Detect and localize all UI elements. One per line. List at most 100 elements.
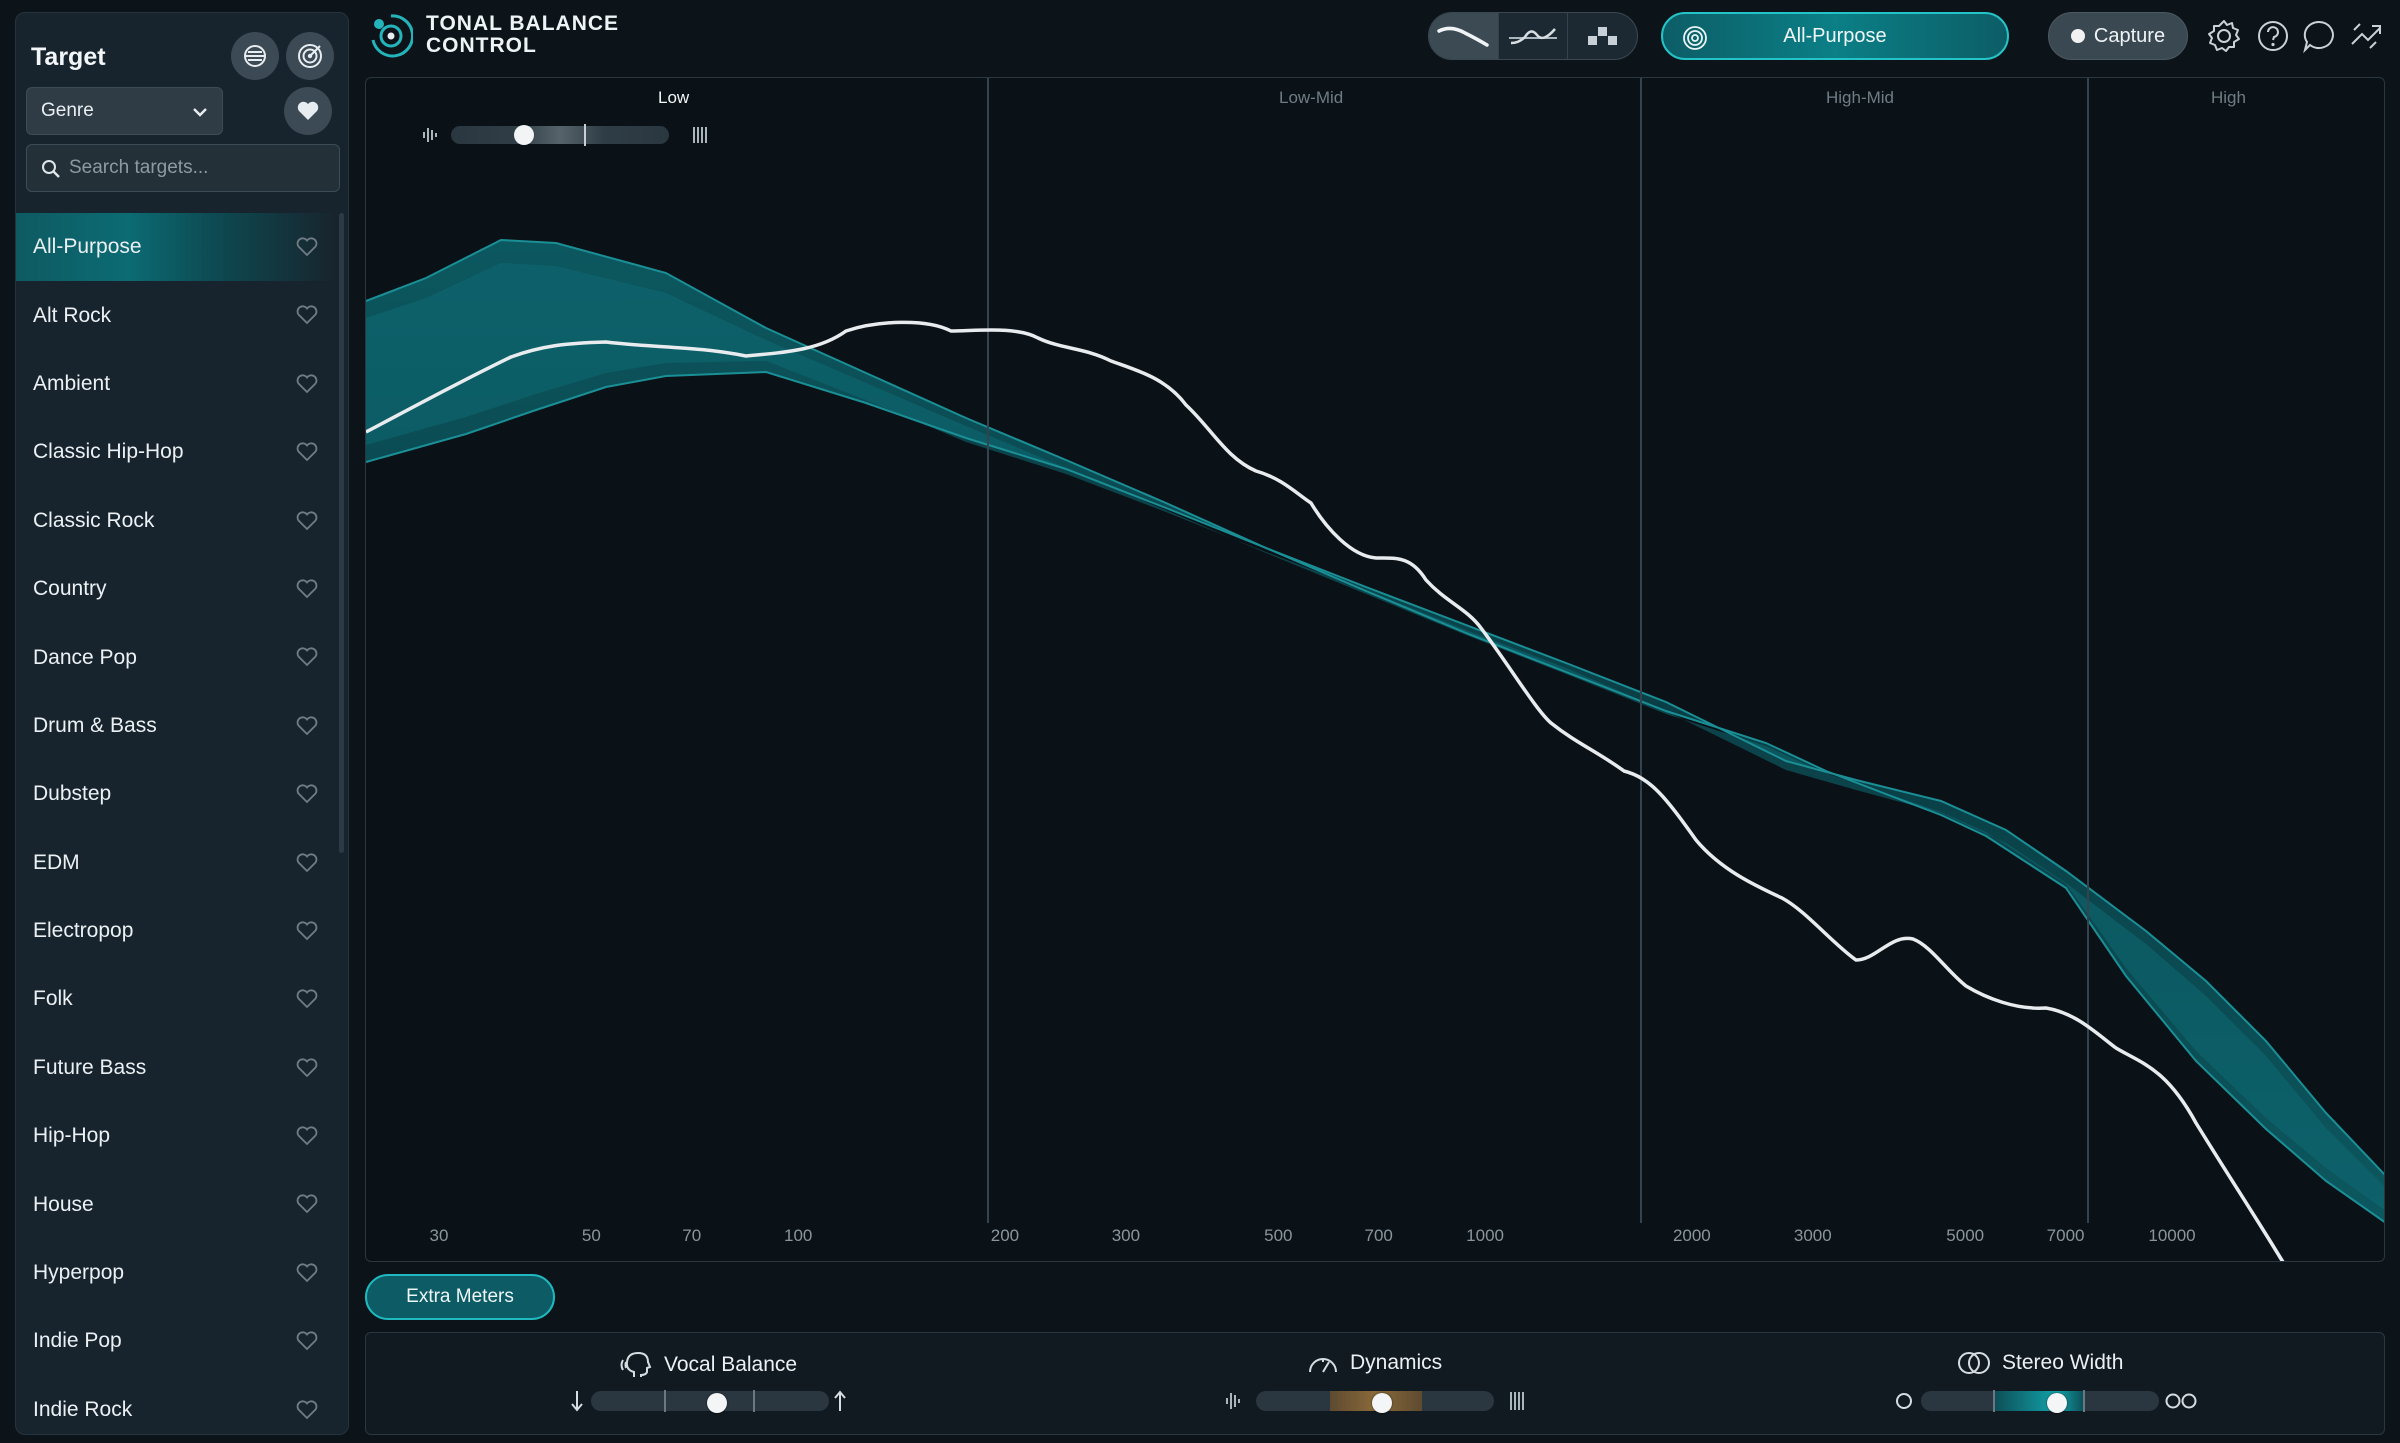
frequency-tick-label: 200 bbox=[990, 1226, 1020, 1245]
target-item-label: Hip-Hop bbox=[33, 1124, 111, 1148]
fine-view-button[interactable] bbox=[1499, 13, 1569, 59]
favorite-heart-icon[interactable] bbox=[295, 852, 319, 874]
target-item[interactable]: Drum & Bass bbox=[16, 692, 336, 760]
frequency-tick-label: 7000 bbox=[2046, 1226, 2085, 1245]
frequency-tick-label: 100 bbox=[783, 1226, 813, 1245]
favorite-heart-icon[interactable] bbox=[295, 715, 319, 737]
band-label-low-mid[interactable]: Low-Mid bbox=[1279, 88, 1344, 107]
favorite-heart-icon[interactable] bbox=[295, 1262, 319, 1284]
target-item[interactable]: House bbox=[16, 1170, 336, 1238]
target-item[interactable]: Alt Rock bbox=[16, 281, 336, 349]
target-item[interactable]: Indie Pop bbox=[16, 1307, 336, 1375]
broadband-view-button[interactable] bbox=[1429, 13, 1499, 59]
settings-icon[interactable] bbox=[2206, 18, 2242, 54]
extra-meters-button[interactable]: Extra Meters bbox=[365, 1274, 555, 1320]
target-item[interactable]: Classic Hip-Hop bbox=[16, 418, 336, 486]
frequency-tick-label: 5000 bbox=[1946, 1226, 1985, 1245]
transient-icon bbox=[423, 128, 437, 142]
view-mode-toggle bbox=[1428, 12, 1638, 60]
favorite-heart-icon[interactable] bbox=[295, 1057, 319, 1079]
gauge-icon bbox=[1309, 1358, 1337, 1373]
route-icon[interactable] bbox=[2348, 18, 2384, 54]
wide-circles-icon bbox=[2165, 1393, 2197, 1409]
favorite-heart-icon[interactable] bbox=[295, 373, 319, 395]
favorite-heart-icon[interactable] bbox=[295, 441, 319, 463]
search-input[interactable] bbox=[69, 157, 329, 179]
arrow-down-icon bbox=[571, 1391, 583, 1412]
target-item[interactable]: Future Bass bbox=[16, 1034, 336, 1102]
stereo-width-meter: Stereo Width bbox=[1956, 1333, 2196, 1436]
spectrum-display[interactable]: Low Low-Mid High-Mid High 30 50 70 100 200 30… bbox=[365, 77, 2385, 1262]
genre-dropdown[interactable]: Genre bbox=[26, 87, 223, 135]
dynamics-indicator bbox=[1371, 1393, 1392, 1413]
vocal-balance-range-high bbox=[753, 1390, 755, 1412]
target-item[interactable]: Indie Rock bbox=[16, 1376, 336, 1434]
measured-spectrum-curve bbox=[366, 320, 2285, 1261]
favorite-heart-icon[interactable] bbox=[295, 578, 319, 600]
app-name-line1: TONAL BALANCE bbox=[426, 12, 620, 35]
band-label-high-mid[interactable]: High-Mid bbox=[1826, 88, 1895, 107]
favorite-heart-icon[interactable] bbox=[295, 920, 319, 942]
target-item-label: Hyperpop bbox=[33, 1261, 125, 1285]
target-item-label: Classic Rock bbox=[33, 508, 155, 532]
target-item[interactable]: Folk bbox=[16, 965, 336, 1033]
target-item[interactable]: Dubstep bbox=[16, 760, 336, 828]
favorite-heart-icon[interactable] bbox=[295, 646, 319, 668]
favorite-heart-icon[interactable] bbox=[295, 988, 319, 1010]
stereo-width-title: Stereo Width bbox=[1956, 1350, 2123, 1376]
custom-target-button[interactable] bbox=[286, 32, 334, 80]
target-rings-icon bbox=[298, 44, 322, 68]
frequency-tick-label: 70 bbox=[682, 1226, 702, 1245]
target-item[interactable]: Hyperpop bbox=[16, 1239, 336, 1307]
target-item-label: Electropop bbox=[33, 919, 134, 943]
favorite-heart-icon[interactable] bbox=[295, 783, 319, 805]
capture-button[interactable]: Capture bbox=[2048, 12, 2188, 60]
transient-icon bbox=[1226, 1393, 1240, 1409]
dense-icon bbox=[1510, 1392, 1524, 1410]
chat-icon[interactable] bbox=[2301, 18, 2337, 54]
capture-label: Capture bbox=[2093, 24, 2166, 47]
favorite-heart-icon[interactable] bbox=[295, 236, 319, 258]
help-icon[interactable] bbox=[2255, 18, 2291, 54]
target-item-label: Indie Rock bbox=[33, 1397, 133, 1421]
current-target-button[interactable]: All-Purpose bbox=[1661, 12, 2009, 60]
sidebar-scrollbar[interactable] bbox=[339, 213, 344, 853]
target-item[interactable]: Hip-Hop bbox=[16, 1102, 336, 1170]
target-item-label: Ambient bbox=[33, 371, 111, 395]
frequency-tick-label: 300 bbox=[1111, 1226, 1141, 1245]
target-library-button[interactable] bbox=[231, 32, 279, 80]
favorite-heart-icon[interactable] bbox=[295, 1330, 319, 1352]
target-item[interactable]: Classic Rock bbox=[16, 487, 336, 555]
crest-factor-track[interactable] bbox=[451, 126, 669, 144]
frequency-tick-label: 2000 bbox=[1672, 1226, 1711, 1245]
target-item-label: Dance Pop bbox=[33, 645, 137, 669]
mono-circle-icon bbox=[1896, 1393, 1912, 1409]
band-label-high[interactable]: High bbox=[2211, 88, 2246, 107]
favorite-heart-icon[interactable] bbox=[295, 1399, 319, 1421]
stereo-width-range-low bbox=[1993, 1390, 1995, 1412]
band-label-low[interactable]: Low bbox=[658, 88, 690, 107]
target-item[interactable]: Country bbox=[16, 555, 336, 623]
bands-view-button[interactable] bbox=[1568, 13, 1637, 59]
vocal-balance-range-low bbox=[664, 1390, 666, 1412]
target-item[interactable]: All-Purpose bbox=[16, 213, 336, 282]
favorites-filter-button[interactable] bbox=[284, 87, 332, 135]
vocal-head-icon bbox=[620, 1351, 652, 1377]
target-item[interactable]: Electropop bbox=[16, 897, 336, 965]
target-item[interactable]: Dance Pop bbox=[16, 623, 336, 691]
search-box bbox=[26, 144, 340, 192]
genre-dropdown-value: Genre bbox=[41, 100, 94, 121]
favorite-heart-icon[interactable] bbox=[295, 1193, 319, 1215]
target-item-label: Future Bass bbox=[33, 1055, 147, 1079]
target-item[interactable]: Ambient bbox=[16, 350, 336, 418]
crest-factor-thumb[interactable] bbox=[514, 125, 535, 145]
target-item[interactable]: EDM bbox=[16, 829, 336, 897]
favorite-heart-icon[interactable] bbox=[295, 1125, 319, 1147]
layers-icon bbox=[244, 45, 266, 67]
dense-icon bbox=[693, 127, 707, 143]
target-item-label: Indie Pop bbox=[33, 1329, 122, 1353]
frequency-tick-label: 3000 bbox=[1793, 1226, 1832, 1245]
heart-filled-icon bbox=[297, 101, 319, 120]
favorite-heart-icon[interactable] bbox=[295, 304, 319, 326]
favorite-heart-icon[interactable] bbox=[295, 510, 319, 532]
